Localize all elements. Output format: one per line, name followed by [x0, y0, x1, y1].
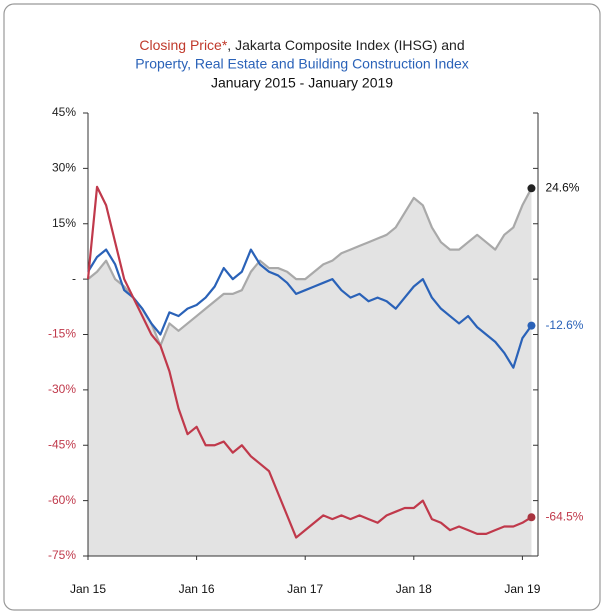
- chart-subtitle: January 2015 - January 2019: [211, 75, 393, 91]
- y-tick-label: -: [72, 271, 76, 285]
- end-dot: [527, 513, 536, 522]
- x-tick-label: Jan 17: [287, 582, 323, 596]
- y-tick-label: 30%: [52, 161, 76, 175]
- line: [87, 248, 533, 369]
- x-tick-label: Jan 15: [70, 582, 106, 596]
- y-tick-label: -60%: [48, 493, 76, 507]
- data-label: -64.5%: [545, 509, 583, 523]
- line: [87, 187, 533, 347]
- y-tick-label: -15%: [48, 327, 76, 341]
- end-dot: [527, 321, 536, 330]
- data-label: -12.6%: [545, 318, 583, 332]
- y-tick-label: -45%: [48, 437, 76, 451]
- title-part: , Jakarta Composite Index (IHSG) and: [227, 37, 464, 53]
- chart-title: Closing Price*, Jakarta Composite Index …: [139, 37, 464, 53]
- title-part: Closing Price*: [139, 37, 227, 53]
- x-tick-label: Jan 16: [179, 582, 215, 596]
- y-tick-label: 45%: [52, 105, 76, 119]
- y-tick-label: -75%: [48, 548, 76, 562]
- x-tick-label: Jan 18: [396, 582, 432, 596]
- title-part: Property, Real Estate and Building Const…: [135, 56, 469, 72]
- x-tick-label: Jan 19: [504, 582, 540, 596]
- data-label: 24.6%: [545, 180, 579, 194]
- line: [86, 185, 533, 539]
- end-dot: [527, 184, 536, 193]
- y-tick-label: -30%: [48, 382, 76, 396]
- y-tick-label: 15%: [52, 216, 76, 230]
